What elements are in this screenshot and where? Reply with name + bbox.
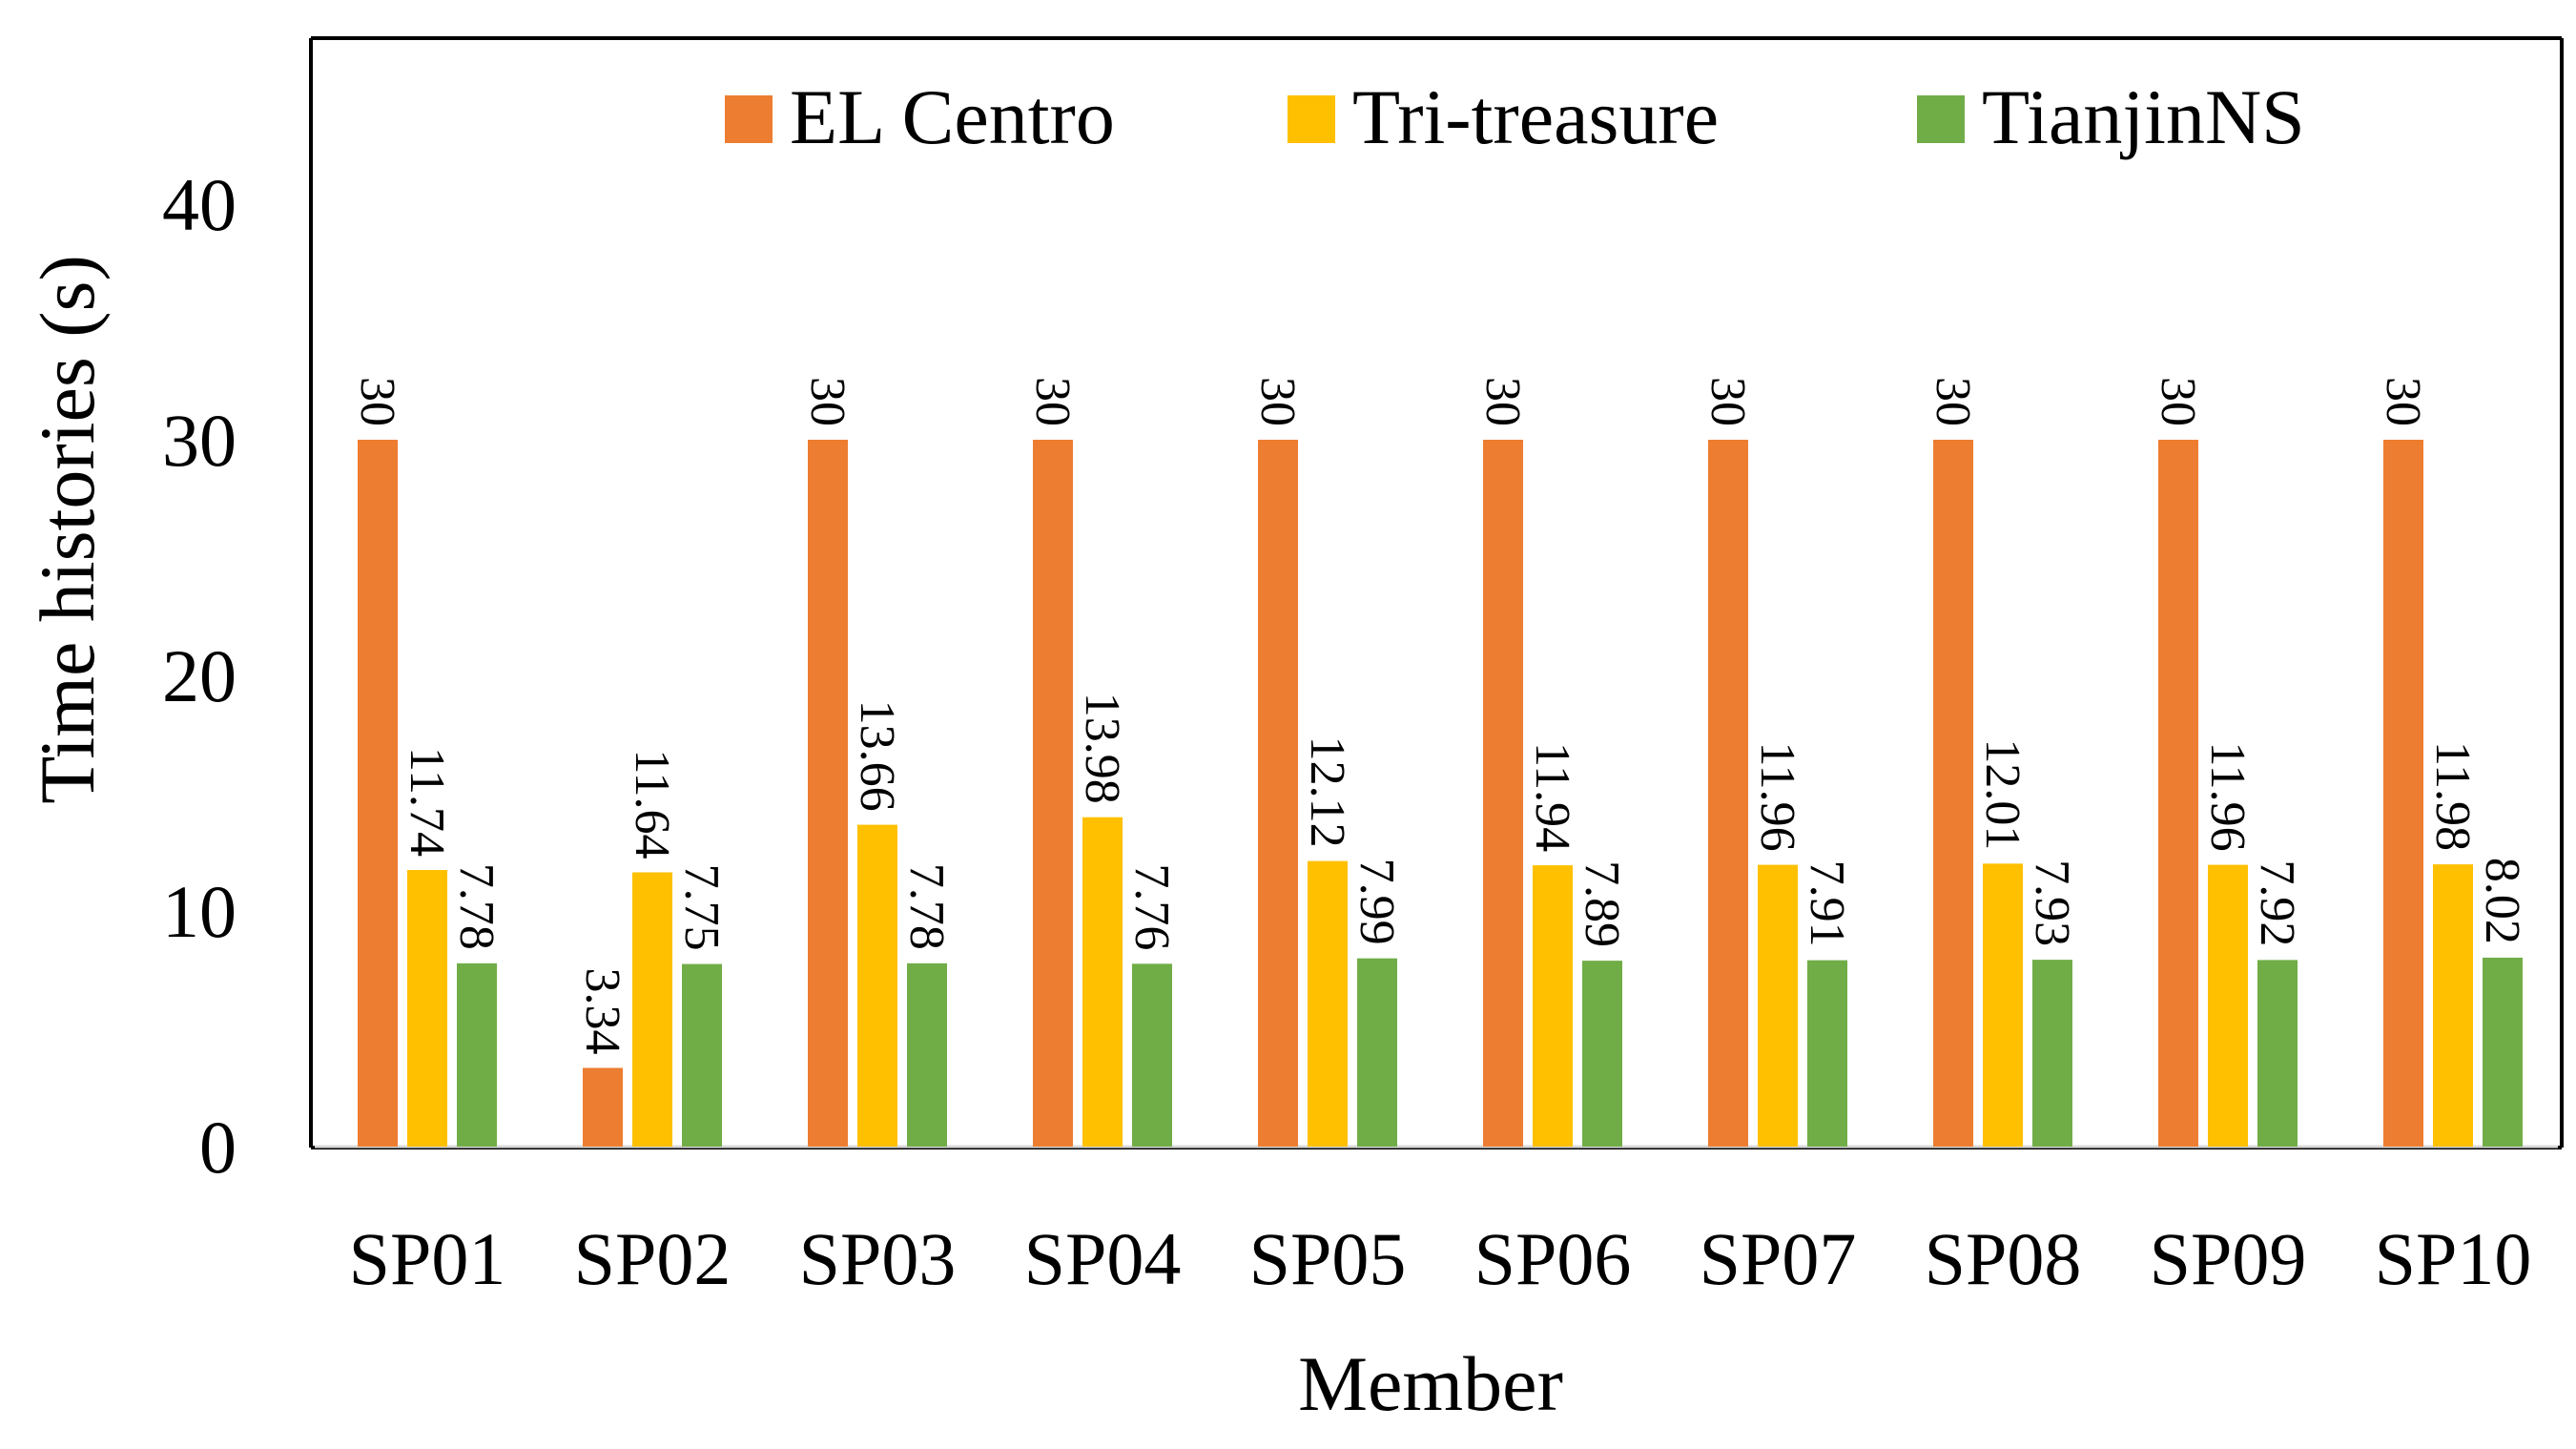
data-label: 11.96 [1750,742,1804,852]
bar-tianjinns-sp07 [1807,960,1847,1147]
data-label: 12.01 [1975,738,2030,850]
bar-tri-treasure-sp04 [1082,817,1123,1147]
bar-tri-treasure-sp06 [1533,865,1573,1147]
bar-tianjinns-sp10 [2483,957,2523,1147]
data-label: 30 [1025,377,1080,426]
data-label: 7.93 [2025,859,2079,946]
data-label: 11.74 [400,747,454,857]
bar-tri-treasure-sp03 [857,824,897,1147]
bar-el-centro-sp10 [2383,440,2423,1147]
data-label: 7.78 [899,863,954,950]
x-axis-title: Member [1298,1340,1563,1427]
bar-tri-treasure-sp07 [1758,864,1798,1147]
bar-tianjinns-sp08 [2032,960,2072,1147]
bar-tri-treasure-sp01 [407,870,447,1147]
data-label: 30 [350,377,404,426]
bar-el-centro-sp04 [1033,440,1073,1147]
data-label: 30 [800,377,855,426]
y-tick-label: 30 [162,399,237,482]
bar-tri-treasure-sp10 [2433,864,2473,1147]
y-tick-label: 20 [162,634,237,717]
data-label: 30 [1926,377,1980,426]
bar-el-centro-sp05 [1258,440,1298,1147]
bar-el-centro-sp03 [808,440,848,1147]
x-tick-label: SP10 [2375,1217,2532,1300]
legend: EL Centro Tri-treasure TianjinNS [725,73,2305,160]
legend-label: Tri-treasure [1352,73,1719,160]
data-label: 7.75 [674,864,729,951]
legend-swatch-tri-treasure [1288,95,1335,143]
data-label: 11.94 [1525,742,1579,852]
bar-tianjinns-sp02 [682,963,722,1147]
legend-label: EL Centro [790,73,1115,160]
data-labels: 30 11.74 7.78 3.34 11.647.75 30 13.66 7.78 30 13.… [350,377,2529,1055]
x-tick-label: SP02 [574,1217,732,1300]
bar-el-centro-sp02 [583,1067,623,1147]
data-label: 8.02 [2475,858,2529,944]
data-label: 7.92 [2250,859,2304,946]
x-tick-label: SP07 [1700,1217,1857,1300]
data-label: 7.78 [449,863,504,950]
bar-tianjinns-sp05 [1357,958,1397,1147]
data-label: 7.89 [1575,860,1629,947]
bar-tianjinns-sp06 [1582,961,1622,1147]
data-label: 11.96 [2200,742,2255,852]
data-label: 3.34 [575,968,629,1055]
data-label: 30 [1700,377,1755,426]
bar-tianjinns-sp01 [457,963,497,1147]
legend-swatch-el-centro [725,95,773,143]
x-axis-ticks: SP01 SP02 SP03 SP04 SP05 SP06 SP07 SP08 SP09 SP10 [349,1217,2532,1300]
data-label: 7.91 [1800,860,1854,947]
data-label: 7.99 [1350,859,1404,945]
bar-el-centro-sp01 [358,440,398,1147]
x-tick-label: SP09 [2150,1217,2307,1300]
y-axis-ticks: 0 10 20 30 40 [162,163,237,1189]
data-label: 30 [1250,377,1305,426]
x-tick-label: SP04 [1024,1217,1182,1300]
data-label: 11.64 [625,749,679,859]
bar-el-centro-sp07 [1708,440,1748,1147]
bar-tri-treasure-sp05 [1308,860,1348,1147]
x-tick-label: SP05 [1249,1217,1407,1300]
y-tick-label: 0 [199,1106,237,1189]
bars [358,440,2523,1147]
y-axis-title: Time histories (s) [24,255,111,804]
bar-tri-treasure-sp08 [1983,863,2023,1147]
bar-tianjinns-sp03 [907,963,947,1147]
bar-tri-treasure-sp09 [2208,864,2248,1147]
data-label: 13.98 [1075,693,1129,804]
bar-tianjinns-sp09 [2257,960,2298,1147]
legend-label: TianjinNS [1982,73,2305,160]
data-label: 7.76 [1124,863,1179,950]
x-tick-label: SP08 [1925,1217,2082,1300]
bar-el-centro-sp09 [2158,440,2198,1147]
data-label: 11.98 [2425,741,2480,851]
x-tick-label: SP03 [799,1217,957,1300]
y-tick-label: 10 [162,870,237,953]
bar-el-centro-sp08 [1933,440,1973,1147]
data-label: 30 [2151,377,2205,426]
data-label: 12.12 [1300,736,1354,848]
bar-tianjinns-sp04 [1132,963,1172,1147]
x-tick-label: SP06 [1474,1217,1632,1300]
bar-el-centro-sp06 [1483,440,1523,1147]
legend-swatch-tianjinns [1917,95,1965,143]
bar-tri-treasure-sp02 [632,872,672,1147]
data-label: 30 [1475,377,1530,426]
data-label: 13.66 [850,700,904,812]
y-tick-label: 40 [162,163,237,246]
x-tick-label: SP01 [349,1217,506,1300]
data-label: 30 [2376,377,2430,426]
